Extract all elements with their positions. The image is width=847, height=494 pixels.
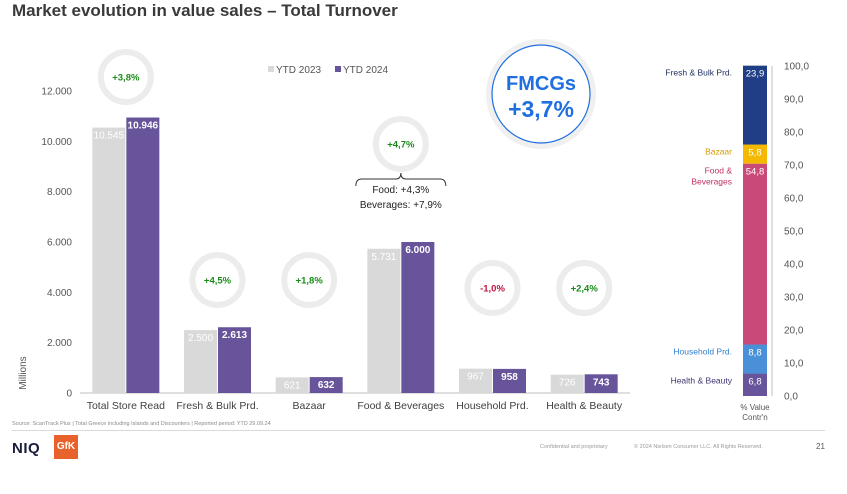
x-tick-label: Bazaar xyxy=(293,400,327,412)
bar-ytd2023 xyxy=(184,330,217,393)
stack-y-tick-label: 90,0 xyxy=(784,95,804,106)
y-axis-title: Millions xyxy=(18,356,29,389)
growth-bubble xyxy=(464,260,521,316)
stack-segment xyxy=(743,373,767,396)
stack-data-label: 6,8 xyxy=(748,377,761,388)
bar-ytd2023 xyxy=(275,377,309,393)
page-number: 21 xyxy=(816,442,825,451)
bar-data-label: 6.000 xyxy=(405,245,430,256)
y-tick-label: 12.000 xyxy=(41,87,72,98)
fmcg-label: FMCGs xyxy=(506,73,576,95)
stack-category-label: Health & Beauty xyxy=(671,376,733,386)
bar-data-label: 2.613 xyxy=(222,330,247,341)
legend-swatch xyxy=(268,66,274,72)
growth-bubble xyxy=(281,252,338,308)
fmcg-growth: +3,7% xyxy=(508,96,574,122)
bar-data-label: 958 xyxy=(501,372,518,383)
y-tick-label: 10.000 xyxy=(41,137,72,148)
bar-data-label: 726 xyxy=(559,378,576,389)
y-tick-label: 2.000 xyxy=(47,338,72,349)
stack-category-label: Food & xyxy=(705,166,733,176)
growth-label: +2,4% xyxy=(571,284,599,295)
stack-data-label: 54,8 xyxy=(746,167,765,178)
x-tick-label: Health & Beauty xyxy=(546,400,623,412)
stack-y-tick-label: 30,0 xyxy=(784,293,804,304)
bar-ytd2024 xyxy=(584,374,618,393)
growth-bubble xyxy=(372,116,429,172)
legend-label: YTD 2024 xyxy=(343,65,388,76)
bar-ytd2024 xyxy=(218,327,251,393)
stack-y-tick-label: 100,0 xyxy=(784,62,809,73)
annotation-beverages: Beverages: +7,9% xyxy=(360,200,442,211)
source-note: Source: ScanTrack Plus | Total Greece in… xyxy=(12,421,271,427)
growth-label: +4,7% xyxy=(387,140,415,151)
bar-data-label: 967 xyxy=(467,372,484,383)
legend-swatch xyxy=(335,66,341,72)
growth-label: +1,8% xyxy=(296,276,324,287)
stack-data-label: 8,8 xyxy=(748,348,761,359)
bar-data-label: 10.946 xyxy=(128,121,159,132)
y-tick-label: 8.000 xyxy=(47,187,72,198)
stack-y-tick-label: 0,0 xyxy=(784,392,798,403)
growth-bubble xyxy=(556,260,613,316)
stack-category-label: Household Prd. xyxy=(673,347,732,357)
bar-data-label: 5.731 xyxy=(371,252,396,263)
growth-bubble xyxy=(189,252,246,308)
gfk-logo: GfK xyxy=(54,435,78,459)
x-tick-label: Household Prd. xyxy=(456,400,528,412)
stack-x-label-2: Contr'n xyxy=(742,413,768,422)
stack-y-tick-label: 60,0 xyxy=(784,194,804,205)
stack-y-tick-label: 20,0 xyxy=(784,326,804,337)
bar-ytd2024 xyxy=(126,117,160,393)
stack-segment xyxy=(743,163,767,345)
stack-y-tick-label: 40,0 xyxy=(784,260,804,271)
growth-label: +4,5% xyxy=(204,276,232,287)
bar-data-label: 2.500 xyxy=(188,333,213,344)
legend-label: YTD 2023 xyxy=(276,65,321,76)
stack-y-tick-label: 70,0 xyxy=(784,161,804,172)
stack-y-tick-label: 50,0 xyxy=(784,227,804,238)
copyright-note: © 2024 Nielsen Consumer LLC. All Rights … xyxy=(634,444,763,450)
bar-data-label: 743 xyxy=(593,377,610,388)
stack-category-label: Bazaar xyxy=(705,147,732,157)
annotation-food: Food: +4,3% xyxy=(372,185,429,196)
bar-ytd2024 xyxy=(493,368,526,393)
bar-data-label: 10.545 xyxy=(94,131,125,142)
x-tick-label: Fresh & Bulk Prd. xyxy=(176,400,258,412)
stack-segment xyxy=(743,65,767,145)
stack-segment xyxy=(743,144,767,164)
bar-ytd2023 xyxy=(550,374,584,393)
growth-label: +3,8% xyxy=(112,73,140,84)
page-title: Market evolution in value sales – Total … xyxy=(12,1,398,20)
x-tick-label: Food & Beverages xyxy=(357,400,444,412)
bar-ytd2023 xyxy=(367,248,401,393)
bar-ytd2024 xyxy=(309,377,343,393)
x-tick-label: Total Store Read xyxy=(87,400,165,412)
footer-divider xyxy=(12,430,825,431)
bar-ytd2023 xyxy=(92,127,126,394)
stack-category-label: Beverages xyxy=(691,177,732,187)
annotation-brace xyxy=(355,172,447,187)
y-tick-label: 4.000 xyxy=(47,288,72,299)
stack-category-label: Fresh & Bulk Prd. xyxy=(665,68,732,78)
bar-data-label: 632 xyxy=(318,380,335,391)
bar-ytd2023 xyxy=(459,368,492,393)
y-tick-label: 6.000 xyxy=(47,238,72,249)
fmcg-bubble xyxy=(491,44,591,144)
stack-data-label: 5,8 xyxy=(748,148,761,159)
y-tick-label: 0 xyxy=(66,389,72,400)
stack-y-tick-label: 80,0 xyxy=(784,128,804,139)
growth-bubble xyxy=(97,49,154,105)
stack-x-label: % Value xyxy=(740,403,770,412)
stack-segment xyxy=(743,344,767,374)
niq-logo: NIQ xyxy=(12,440,41,457)
bar-data-label: 621 xyxy=(284,380,301,391)
stack-data-label: 23,9 xyxy=(746,69,765,80)
bar-ytd2024 xyxy=(401,242,435,393)
confidential-note: Confidential and proprietary xyxy=(540,444,608,450)
growth-label: -1,0% xyxy=(480,284,505,295)
stack-y-tick-label: 10,0 xyxy=(784,359,804,370)
